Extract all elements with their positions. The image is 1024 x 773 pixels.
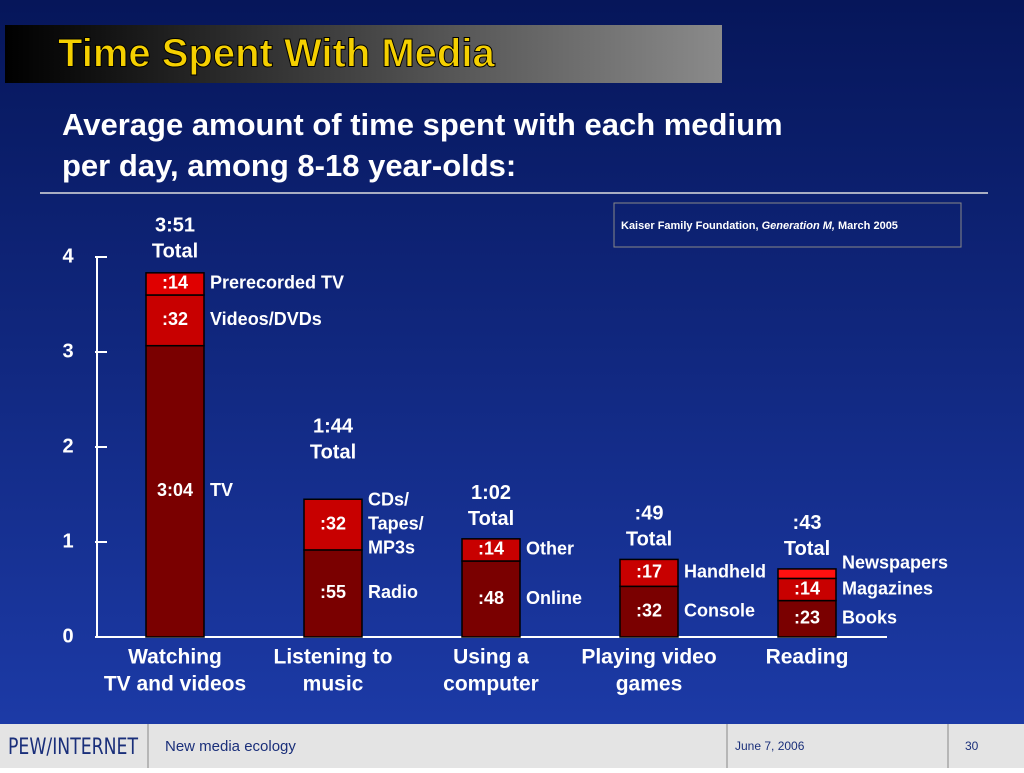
segment-label: Prerecorded TV [210, 273, 344, 293]
subtitle: per day, among 8-18 year-olds: [62, 148, 516, 183]
total-label: 1:44 [313, 416, 354, 438]
total-caption: Total [468, 508, 514, 530]
x-tick-label: games [616, 673, 683, 696]
y-tick-label: 2 [62, 435, 73, 457]
slide-title: Time Spent With Media [58, 32, 495, 76]
segment-label: Handheld [684, 562, 766, 582]
segment-label: CDs/ [368, 489, 409, 509]
value-label: :17 [636, 562, 662, 582]
source-org: Kaiser Family Foundation, [621, 220, 759, 232]
total-label: 1:02 [471, 482, 511, 504]
page-number: 30 [965, 739, 979, 753]
total-caption: Total [152, 241, 198, 263]
value-label: :55 [320, 582, 346, 602]
total-label: :43 [793, 512, 822, 534]
x-tick-label: computer [443, 673, 539, 696]
total-caption: Total [310, 442, 356, 464]
value-label: :14 [162, 273, 188, 293]
chart: 0 1 2 3 4 3:04 TV :32 Videos/DVDs :14 Prerecorded … [62, 215, 948, 696]
value-label: :14 [794, 578, 820, 598]
value-label: :32 [162, 309, 188, 329]
segment-label: Online [526, 588, 582, 608]
x-tick-label: music [303, 673, 364, 696]
value-label: :14 [478, 539, 504, 559]
value-label: :32 [320, 513, 346, 533]
bar-segment [145, 294, 205, 347]
total-caption: Total [626, 529, 672, 551]
bar-segment [777, 568, 837, 580]
segment-label: Newspapers [842, 552, 948, 572]
y-tick-label: 0 [62, 625, 73, 647]
x-tick-label: Playing video [581, 646, 716, 669]
segment-label: Radio [368, 582, 418, 602]
x-tick-label: Using a [453, 646, 529, 669]
segment-label: Console [684, 600, 755, 620]
x-tick-label: Listening to [274, 646, 393, 669]
footer-date: June 7, 2006 [735, 739, 805, 753]
x-tick-label: TV and videos [104, 673, 246, 696]
subtitle: Average amount of time spent with each m… [62, 107, 783, 142]
value-label: 3:04 [157, 480, 193, 500]
source: Kaiser Family Foundation, Generation M, … [621, 220, 898, 232]
bar-segment [145, 272, 205, 296]
source-box [613, 202, 962, 248]
bar-segment [303, 498, 363, 551]
footer [0, 724, 1024, 768]
segment-label: Other [526, 539, 574, 559]
y-tick-label: 4 [62, 245, 74, 267]
segment-label: MP3s [368, 537, 415, 557]
bar-segment [461, 560, 521, 638]
segment-label: TV [210, 480, 233, 500]
value-label: :23 [794, 608, 820, 628]
y-tick-label: 3 [62, 340, 73, 362]
bar-segment [619, 585, 679, 638]
total-caption: Total [784, 538, 830, 560]
footer-topic: New media ecology [165, 738, 296, 755]
bar-segment [145, 344, 205, 638]
bar-segment [461, 538, 521, 562]
segment-label: Magazines [842, 578, 933, 598]
segment-label: Books [842, 608, 897, 628]
x-tick-label: Watching [128, 646, 222, 669]
total-label: :49 [635, 503, 664, 525]
bar-segment [619, 558, 679, 588]
title-bar [5, 25, 722, 83]
x-tick-label: Reading [766, 646, 849, 669]
source-date: March 2005 [838, 220, 898, 232]
y-tick-label: 1 [62, 530, 73, 552]
segment-label: Tapes/ [368, 513, 424, 533]
logo: PEW/INTERNET [8, 735, 138, 760]
segment-label: Videos/DVDs [210, 309, 322, 329]
total-label: 3:51 [155, 215, 195, 237]
value-label: :32 [636, 600, 662, 620]
source-publication: Generation M, [762, 220, 835, 232]
value-label: :48 [478, 588, 504, 608]
